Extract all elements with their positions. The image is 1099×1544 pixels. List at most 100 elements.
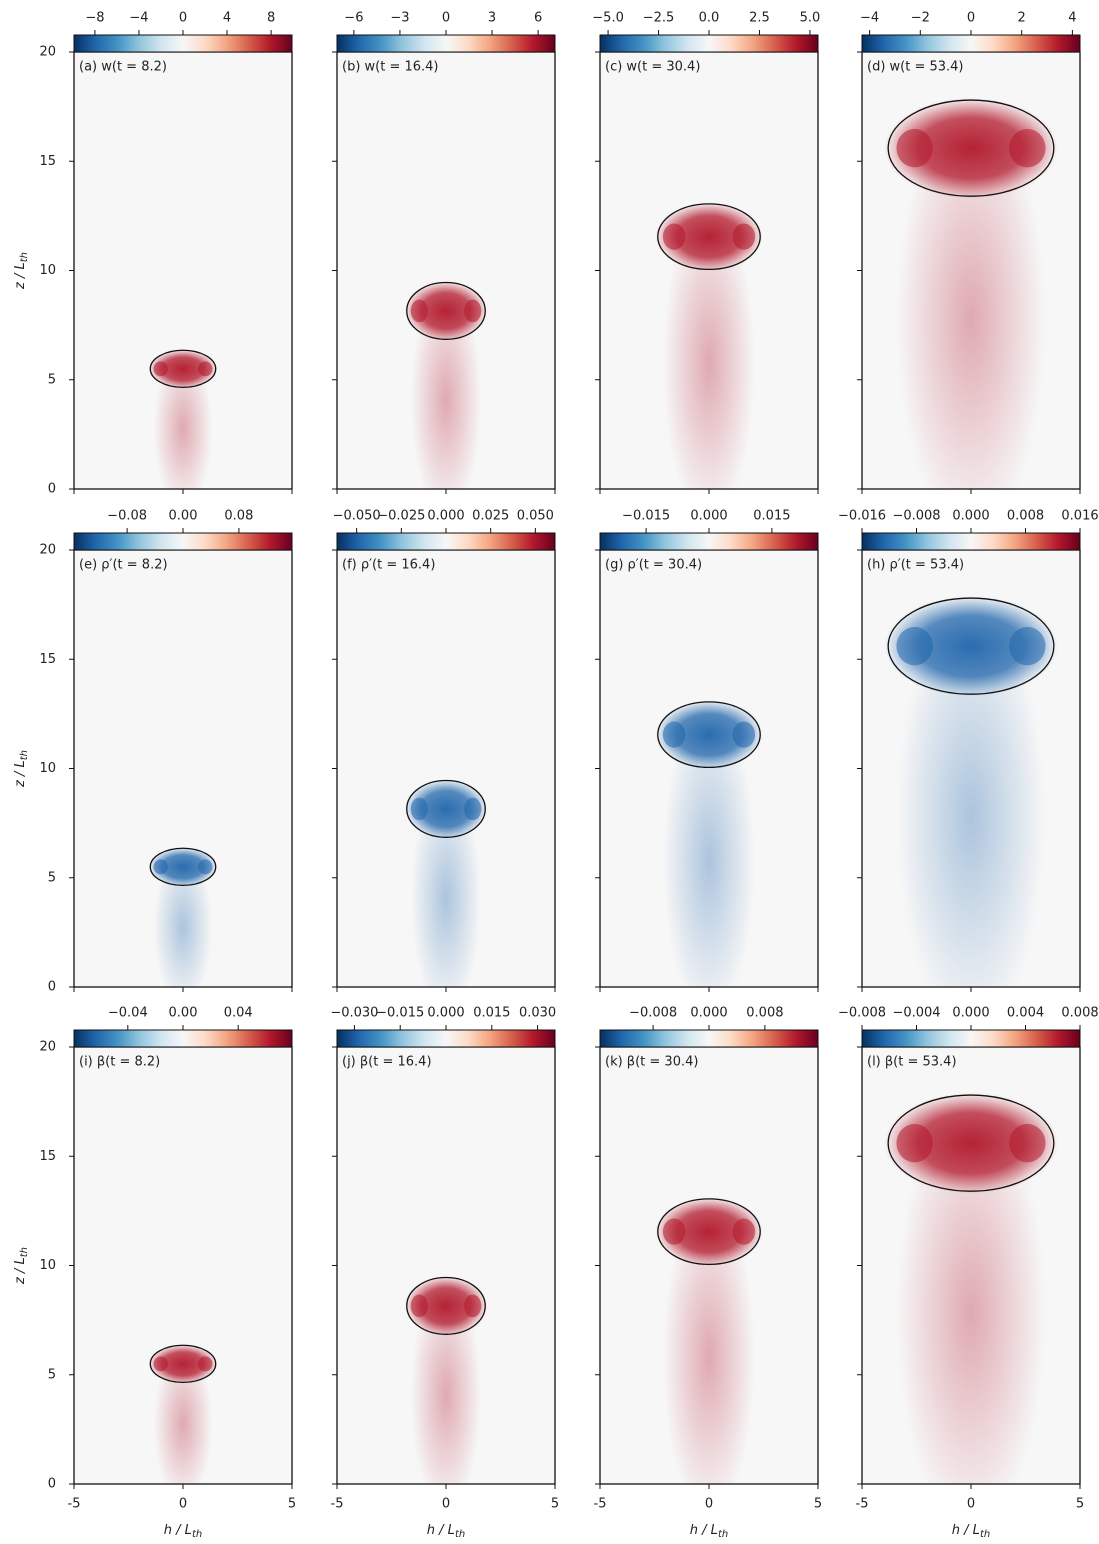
y-axis-label-main: z / L	[13, 760, 28, 788]
colorbar-tick-label: −0.016	[838, 509, 886, 524]
colorbar	[861, 34, 1081, 53]
core	[884, 595, 1058, 697]
colorbar-tick-label: 0.008	[746, 1006, 783, 1021]
x-axis-label-sub: th	[192, 1529, 202, 1540]
x-tick-label: 0	[442, 1497, 450, 1512]
lobe	[464, 1294, 482, 1318]
panel-title: (b) w(t = 16.4)	[342, 60, 439, 75]
colorbar-tick-label: −2.5	[643, 11, 675, 26]
colorbar-tick-label: 0.004	[1007, 1006, 1044, 1021]
vortex-ellipse	[406, 779, 486, 838]
panel-title: (j) β(t = 16.4)	[342, 1055, 432, 1070]
x-axis-label-sub: th	[455, 1529, 465, 1540]
panel-title: (k) β(t = 30.4)	[605, 1055, 698, 1070]
colorbar-tick-label: 0.025	[472, 509, 509, 524]
colorbar-tick-label: −0.04	[108, 1006, 148, 1021]
plume	[896, 100, 1046, 489]
core	[404, 1276, 488, 1336]
vortex-ellipse	[887, 1094, 1055, 1192]
field	[884, 97, 1058, 489]
colorbar-tick-label: 0.050	[517, 509, 554, 524]
y-tick-label: 0	[48, 980, 56, 995]
x-axis-label-main: h / L	[427, 1523, 455, 1538]
y-axis-label: z / Lth	[13, 1247, 31, 1285]
y-tick-label: 10	[39, 761, 56, 776]
colorbar	[861, 532, 1081, 551]
lobe	[198, 361, 213, 377]
colorbar-tick-label: −4	[860, 11, 879, 26]
vortex-ellipse	[657, 701, 761, 769]
colorbar-tick-label: −0.008	[838, 1006, 886, 1021]
lobe	[198, 1356, 213, 1372]
colorbar-tick-label: 0.000	[690, 509, 727, 524]
lobe	[896, 128, 933, 168]
colorbar-tick-label: −0.030	[330, 1006, 378, 1021]
panel-title: (f) ρ′(t = 16.4)	[342, 558, 435, 573]
lobe	[464, 299, 482, 323]
x-axis-label-main: h / L	[164, 1523, 192, 1538]
lobe	[198, 859, 213, 875]
plume	[896, 1095, 1046, 1484]
colorbar-tick-label: 4	[223, 11, 231, 26]
x-tick-label: -5	[331, 1497, 344, 1512]
lobe	[1009, 626, 1046, 666]
colorbar-tick-label: 4	[1068, 11, 1076, 26]
vortex-ellipse	[657, 1198, 761, 1266]
colorbar-tick-label: 0.00	[169, 1006, 198, 1021]
panel-title: (a) w(t = 8.2)	[79, 60, 167, 75]
colorbar-tick-label: 6	[534, 11, 542, 26]
colorbar-tick-label: 8	[267, 11, 275, 26]
x-tick-label: 0	[705, 1497, 713, 1512]
lobe	[896, 1123, 933, 1163]
colorbar-tick-label: 0.008	[1061, 1006, 1098, 1021]
colorbar-tick-label: −8	[85, 11, 104, 26]
colorbar	[861, 1029, 1081, 1048]
colorbar-tick-label: −0.008	[629, 1006, 677, 1021]
y-axis-label-sub: th	[19, 252, 30, 262]
lobe	[410, 299, 428, 323]
panel: 0 5 10 15 20 (a) w(t = 8.2) z / Lth −8 −4 0 4 8	[13, 11, 293, 497]
colorbar-tick-label: 0	[967, 11, 975, 26]
panel: (b) w(t = 16.4) −6 −3 0 3 6	[332, 11, 556, 494]
x-tick-label: -5	[594, 1497, 607, 1512]
field	[404, 1276, 488, 1484]
x-tick-label: -5	[856, 1497, 869, 1512]
y-axis-label-main: z / L	[13, 262, 28, 290]
core	[655, 700, 763, 770]
lobe	[1009, 1123, 1046, 1163]
colorbar-tick-label: 2	[1018, 11, 1026, 26]
colorbar-tick-label: −0.004	[892, 1006, 940, 1021]
field	[655, 202, 763, 489]
panel: -5 0 5 (l) β(t = 53.4) h / Lth −0.008 −0.004 0.…	[838, 1006, 1099, 1541]
y-tick-label: 0	[48, 1477, 56, 1492]
field	[404, 281, 488, 489]
lobe	[410, 797, 428, 821]
colorbar-tick-label: 0.000	[952, 509, 989, 524]
panel: (d) w(t = 53.4) −4 −2 0 2 4	[857, 11, 1081, 494]
core	[148, 1344, 218, 1384]
x-tick-label: 5	[1076, 1497, 1084, 1512]
y-tick-label: 5	[48, 870, 56, 885]
core	[655, 1197, 763, 1267]
colorbar	[73, 1029, 293, 1048]
y-tick-label: 0	[48, 482, 56, 497]
colorbar-tick-label: 0.015	[473, 1006, 510, 1021]
colorbar-tick-label: 0.000	[427, 509, 464, 524]
panel-title: (d) w(t = 53.4)	[867, 60, 964, 75]
core	[884, 1092, 1058, 1194]
colorbar	[73, 34, 293, 53]
colorbar-tick-label: 0.030	[519, 1006, 556, 1021]
plume	[662, 701, 756, 987]
panel-title: (i) β(t = 8.2)	[79, 1055, 160, 1070]
lobe	[153, 859, 168, 875]
y-tick-label: 5	[48, 1367, 56, 1382]
y-tick-label: 15	[39, 1149, 56, 1164]
core	[884, 97, 1058, 199]
panel: (h) ρ′(t = 53.4) −0.016 −0.008 0.000 0.008 0.…	[838, 509, 1099, 992]
colorbar	[73, 532, 293, 551]
panel-title: (g) ρ′(t = 30.4)	[605, 558, 702, 573]
y-tick-label: 20	[39, 45, 56, 60]
colorbar-tick-label: 0.00	[169, 509, 198, 524]
lobe	[662, 223, 686, 250]
